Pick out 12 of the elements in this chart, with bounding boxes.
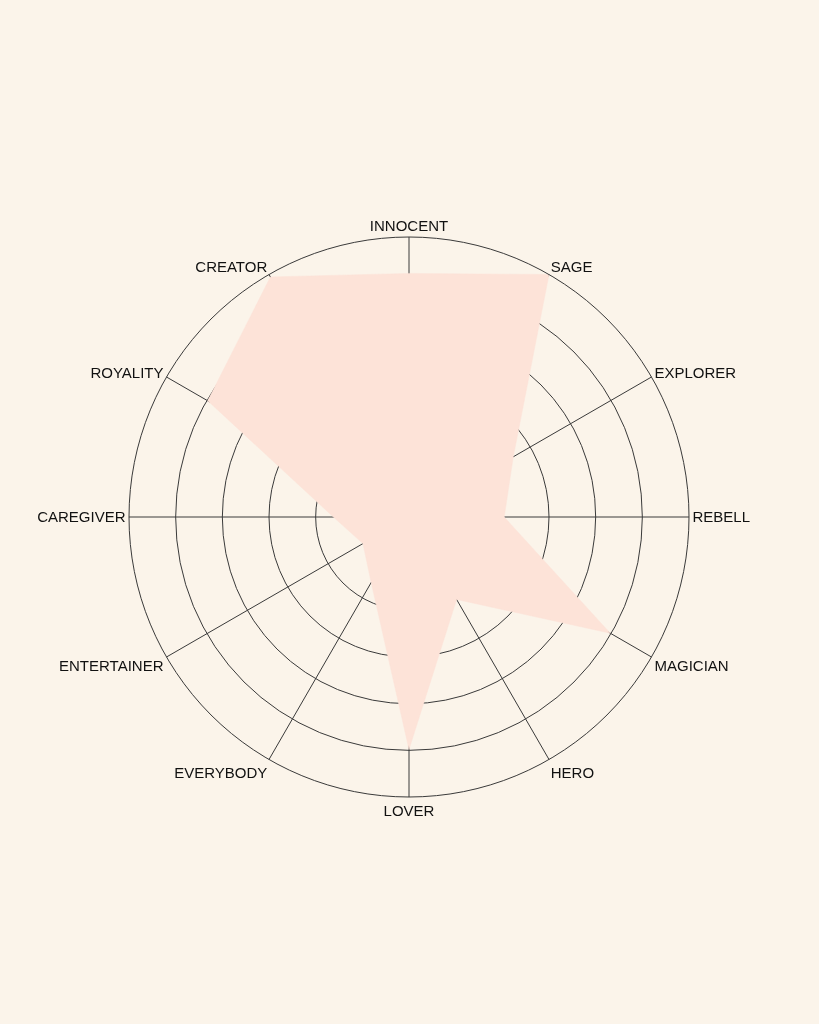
spoke-label: EXPLORER <box>654 364 737 382</box>
spoke-label: ROYALITY <box>90 364 164 382</box>
spoke-label: SAGE <box>550 257 593 275</box>
spoke-label: MAGICIAN <box>654 656 729 674</box>
spoke-label: REBELL <box>692 508 751 526</box>
spoke-label: LOVER <box>383 801 435 819</box>
spoke-label: INNOCENT <box>369 216 449 234</box>
spoke-label: ENTERTAINER <box>59 656 164 674</box>
spoke-label: CAREGIVER <box>37 508 126 526</box>
spoke-label: HERO <box>550 764 595 782</box>
spoke-label: EVERYBODY <box>174 764 268 782</box>
spoke-label: CREATOR <box>195 257 268 275</box>
